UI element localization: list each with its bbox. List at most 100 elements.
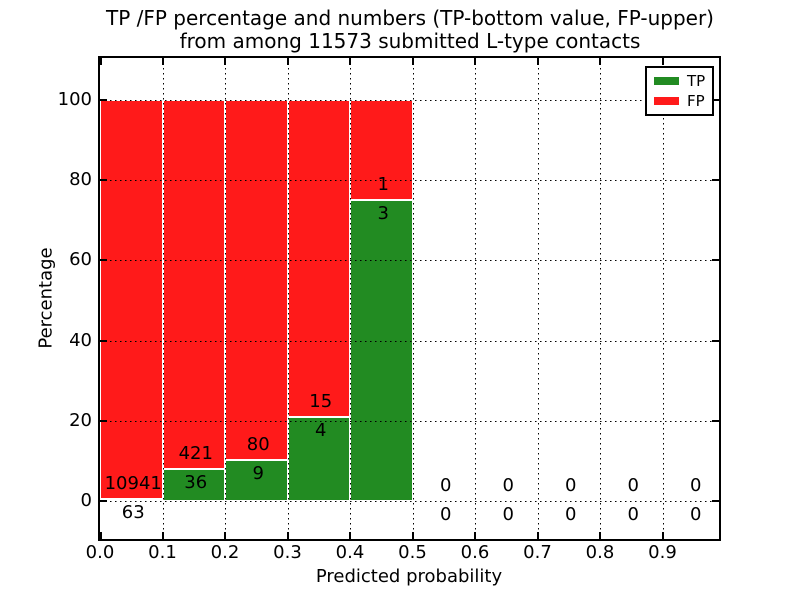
tick-mark <box>286 532 289 539</box>
annotation-fp-count: 421 <box>178 443 213 465</box>
tick-mark <box>712 99 719 101</box>
x-tick-label: 0.6 <box>460 542 490 563</box>
x-tick-label: 0.9 <box>648 542 677 563</box>
x-tick-label: 0.5 <box>398 542 427 563</box>
gridline-vertical <box>287 58 289 539</box>
legend-label-fp: FP <box>687 92 705 110</box>
annotation-fp-count: 0 <box>565 475 577 496</box>
annotation-fp-count: 15 <box>309 390 333 412</box>
tick-mark <box>712 179 719 182</box>
x-tick-label: 0.0 <box>85 542 115 563</box>
tick-mark <box>661 58 664 65</box>
plot-area: 10941 63 421 36 80 9 15 4 1 3 0 0 0 0 0 0 0 0 0 0 <box>98 56 721 541</box>
gridline-horizontal <box>100 100 719 101</box>
y-tick-label: 20 <box>69 409 92 431</box>
tick-mark <box>474 532 476 539</box>
tick-mark <box>224 532 226 539</box>
legend-swatch-fp <box>654 97 679 105</box>
bar-fp-segment <box>100 100 163 499</box>
chart-title-line1: TP /FP percentage and numbers (TP-bottom… <box>106 6 714 30</box>
gridline-vertical <box>662 58 664 539</box>
chart-title-line2: from among 11573 submitted L-type contac… <box>179 29 641 53</box>
tick-mark <box>536 532 539 539</box>
bar-fp-segment <box>287 100 350 417</box>
tick-mark <box>599 532 601 539</box>
tick-mark <box>712 259 719 262</box>
chart-title: TP /FP percentage and numbers (TP-bottom… <box>90 7 730 53</box>
tick-mark <box>100 500 107 502</box>
annotation-fp-count: 0 <box>502 475 514 496</box>
annotation-tp-count: 0 <box>627 504 639 525</box>
tick-mark <box>100 259 107 262</box>
gridline-vertical <box>225 58 226 539</box>
legend-label-tp: TP <box>687 72 706 90</box>
tick-mark <box>224 58 226 65</box>
annotation-fp-count: 0 <box>690 475 702 496</box>
x-tick-label: 0.7 <box>523 542 552 563</box>
tick-mark <box>599 58 601 65</box>
tick-mark <box>411 532 414 539</box>
tick-mark <box>161 58 164 65</box>
annotation-tp-count: 4 <box>315 419 327 441</box>
y-tick-label: 80 <box>69 169 92 191</box>
tick-mark <box>349 532 351 539</box>
y-tick-label: 100 <box>57 89 92 110</box>
tick-mark <box>349 58 351 65</box>
y-tick-label: 40 <box>69 329 92 351</box>
x-tick-label: 0.1 <box>148 542 177 563</box>
x-tick-label: 0.3 <box>273 542 302 563</box>
tick-mark <box>712 339 719 342</box>
bar-tp-segment <box>350 200 413 501</box>
y-tick-label: 0 <box>80 490 92 511</box>
tick-mark <box>536 58 539 65</box>
tick-mark <box>100 99 107 101</box>
annotation-tp-count: 9 <box>252 463 264 485</box>
gridline-horizontal <box>100 260 719 262</box>
annotation-tp-count: 3 <box>377 203 389 225</box>
annotation-tp-count: 0 <box>690 504 702 525</box>
gridline-horizontal <box>100 340 719 342</box>
gridline-vertical <box>600 58 601 539</box>
annotation-tp-count: 0 <box>440 504 452 525</box>
tick-mark <box>411 58 414 65</box>
legend-item-fp: FP <box>647 91 712 111</box>
legend: TP FP <box>645 66 714 116</box>
legend-swatch-tp <box>654 77 679 85</box>
bar-tp-segment <box>225 460 288 501</box>
gridline-horizontal <box>100 420 719 422</box>
annotation-fp-count: 0 <box>440 475 452 496</box>
x-axis-label: Predicted probability <box>315 566 503 587</box>
y-tick-label: 60 <box>69 249 92 271</box>
tick-mark <box>161 532 164 539</box>
gridline-vertical <box>350 58 351 539</box>
annotation-tp-count: 0 <box>565 504 577 525</box>
tick-mark <box>100 58 102 65</box>
annotation-fp-count: 0 <box>627 475 639 496</box>
tick-mark <box>100 532 102 539</box>
tick-mark <box>712 500 719 502</box>
bar-tp-segment <box>287 416 350 501</box>
annotation-tp-count: 63 <box>121 501 145 523</box>
tick-mark <box>286 58 289 65</box>
x-tick-label: 0.8 <box>585 542 615 563</box>
gridline-horizontal <box>100 180 719 182</box>
annotation-fp-count: 80 <box>246 434 270 456</box>
gridline-vertical <box>537 58 539 539</box>
annotation-tp-count: 36 <box>184 472 208 494</box>
gridline-vertical <box>475 58 476 539</box>
tick-mark <box>100 339 107 342</box>
bar-tp-segment <box>100 498 163 501</box>
gridline-horizontal <box>100 501 719 502</box>
annotation-fp-count: 10941 <box>104 472 162 494</box>
legend-item-tp: TP <box>647 71 712 91</box>
bar-tp-segment <box>162 469 225 501</box>
gridline-vertical <box>412 58 414 539</box>
tick-mark <box>474 58 476 65</box>
tick-mark <box>100 179 107 182</box>
annotation-tp-count: 0 <box>502 504 514 525</box>
gridline-vertical <box>162 58 164 539</box>
tick-mark <box>100 419 107 422</box>
x-tick-label: 0.2 <box>210 542 240 563</box>
tick-mark <box>712 419 719 422</box>
